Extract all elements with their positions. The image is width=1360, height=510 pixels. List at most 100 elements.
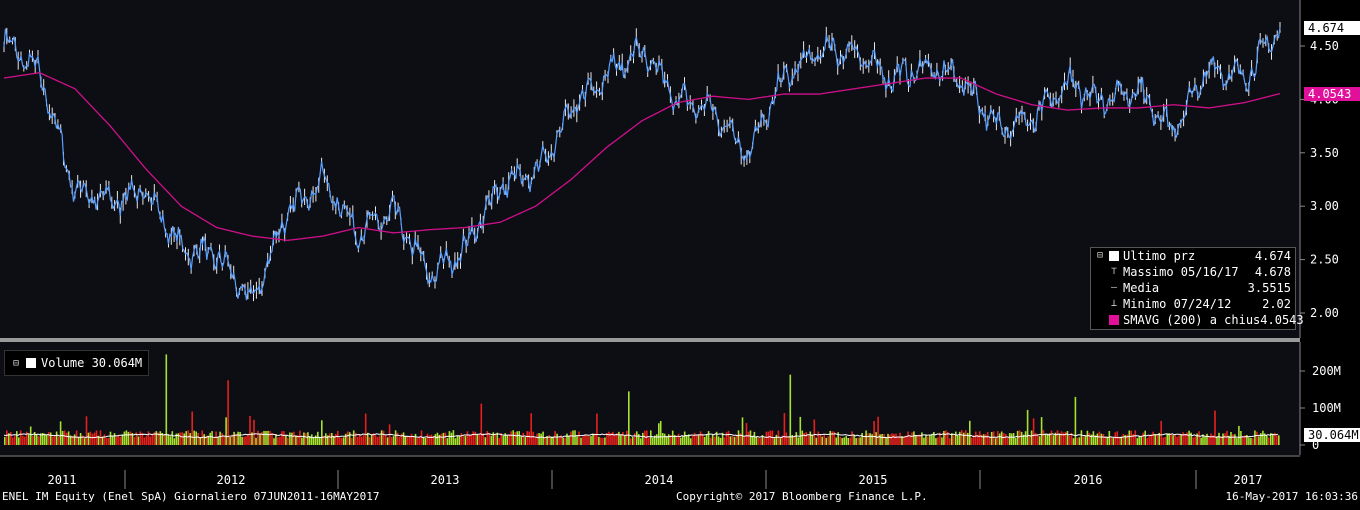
volume-bar	[408, 436, 411, 445]
volume-bar	[279, 436, 281, 445]
volume-bar	[1204, 436, 1206, 445]
volume-bar	[163, 434, 166, 445]
volume-bar	[773, 438, 776, 445]
volume-bar	[255, 437, 257, 445]
volume-bar	[558, 437, 560, 445]
volume-bar	[350, 438, 353, 445]
volume-bar	[299, 430, 301, 445]
volume-bar	[476, 434, 479, 445]
volume-bar	[55, 431, 58, 445]
volume-bar	[47, 432, 50, 445]
volume-bar	[107, 438, 110, 445]
volume-bar	[725, 432, 728, 445]
volume-bar	[1232, 434, 1234, 445]
volume-bar	[528, 431, 530, 445]
volume-bar	[171, 431, 174, 445]
volume-bar	[97, 435, 100, 445]
volume-bar	[723, 437, 726, 445]
volume-bar	[769, 430, 772, 445]
volume-bar	[825, 437, 827, 445]
volume-bar	[1116, 431, 1119, 445]
volume-bar	[325, 433, 327, 445]
volume-bar	[1178, 435, 1180, 445]
volume-bar	[1002, 433, 1005, 445]
panel-divider[interactable]	[0, 338, 1360, 342]
volume-bar	[1120, 436, 1123, 445]
volume-bar	[27, 434, 30, 445]
volume-bar	[1186, 432, 1188, 445]
volume-bar	[699, 431, 702, 445]
volume-bar	[911, 432, 913, 445]
volume-bar	[273, 438, 275, 445]
volume-bar	[10, 432, 12, 445]
volume-bar	[372, 433, 375, 445]
volume-bar	[783, 413, 786, 445]
volume-bar	[6, 430, 8, 445]
volume-bar	[781, 435, 784, 445]
volume-bar	[213, 437, 215, 445]
volume-bar	[277, 437, 279, 445]
volume-bar	[859, 437, 861, 445]
volume-bar	[982, 434, 985, 445]
volume-bar	[803, 433, 806, 445]
volume-bar	[978, 431, 981, 445]
footer: ENEL IM Equity (Enel SpA) Giornaliero 07…	[0, 489, 1360, 506]
volume-bar	[903, 436, 905, 445]
volume-bar	[462, 436, 465, 445]
volume-bar	[526, 431, 528, 445]
volume-bar	[795, 432, 798, 445]
volume-bar	[975, 431, 977, 445]
volume-bar	[626, 430, 628, 445]
volume-bar	[636, 431, 638, 445]
volume-bar	[436, 432, 439, 445]
volume-bar	[737, 430, 740, 445]
volume-bar	[1028, 435, 1031, 445]
volume-bar	[691, 435, 694, 445]
collapse-icon[interactable]: ⊟	[1096, 250, 1104, 261]
volume-bar	[233, 431, 235, 445]
volume-bar	[757, 437, 760, 445]
volume-bar	[137, 436, 140, 445]
volume-bar	[430, 434, 433, 445]
volume-bar	[994, 438, 997, 445]
volume-bar	[1078, 437, 1081, 445]
volume-bar	[71, 436, 74, 445]
vol-tick-label: 0	[1312, 438, 1319, 452]
volume-bar	[610, 433, 612, 445]
volume-bar	[25, 431, 28, 445]
volume-bar	[542, 431, 544, 445]
volume-bar	[1254, 430, 1256, 445]
volume-bar	[971, 437, 973, 445]
volume-bar	[342, 437, 345, 445]
volume-bar	[265, 431, 267, 445]
volume-bar	[1192, 437, 1194, 445]
volume-average	[3, 433, 1279, 439]
volume-bar	[628, 391, 630, 445]
volume-bar	[899, 432, 901, 445]
volume-bar	[596, 413, 598, 445]
volume-bar	[785, 432, 788, 445]
volume-bar	[422, 437, 425, 445]
volume-legend[interactable]: ⊟ Volume 30.064M	[4, 350, 150, 376]
volume-bar	[901, 436, 903, 445]
volume-bar	[1010, 433, 1013, 445]
volume-bar	[1140, 436, 1142, 445]
volume-bar	[1022, 434, 1025, 445]
volume-bar	[159, 431, 162, 445]
legend-value: 2.02	[1262, 297, 1291, 311]
volume-bar	[33, 432, 36, 445]
x-tick-label: 2014	[645, 473, 674, 487]
x-tick-label: 2016	[1074, 473, 1103, 487]
volume-bar	[885, 437, 887, 445]
collapse-icon[interactable]: ⊟	[12, 357, 20, 369]
volume-bar	[169, 436, 172, 445]
volume-bar	[199, 437, 201, 445]
volume-y-axis: 200M 100M 0	[1300, 364, 1341, 452]
volume-bar	[269, 430, 271, 445]
volume-bar	[59, 421, 62, 445]
price-panel-background	[0, 0, 1300, 338]
volume-bar	[1188, 430, 1190, 445]
price-legend[interactable]: ⊟ Ultimo prz 4.674 ⊤ Massimo 05/16/17 4.67…	[1090, 247, 1304, 330]
volume-bar	[1168, 433, 1170, 445]
